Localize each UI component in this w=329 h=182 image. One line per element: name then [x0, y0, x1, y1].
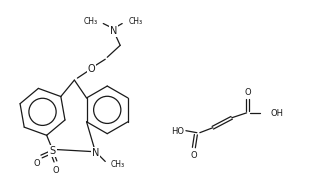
Text: OH: OH [270, 109, 284, 118]
Text: CH₃: CH₃ [110, 160, 124, 169]
Text: HO: HO [171, 127, 185, 136]
Text: O: O [190, 151, 197, 160]
Text: O: O [33, 159, 40, 168]
Text: O: O [88, 64, 95, 74]
Text: N: N [110, 26, 117, 36]
Text: S: S [49, 146, 56, 156]
Text: O: O [244, 88, 251, 98]
Text: CH₃: CH₃ [128, 17, 142, 26]
Text: CH₃: CH₃ [83, 17, 97, 26]
Text: N: N [91, 148, 99, 158]
Text: O: O [52, 166, 59, 175]
